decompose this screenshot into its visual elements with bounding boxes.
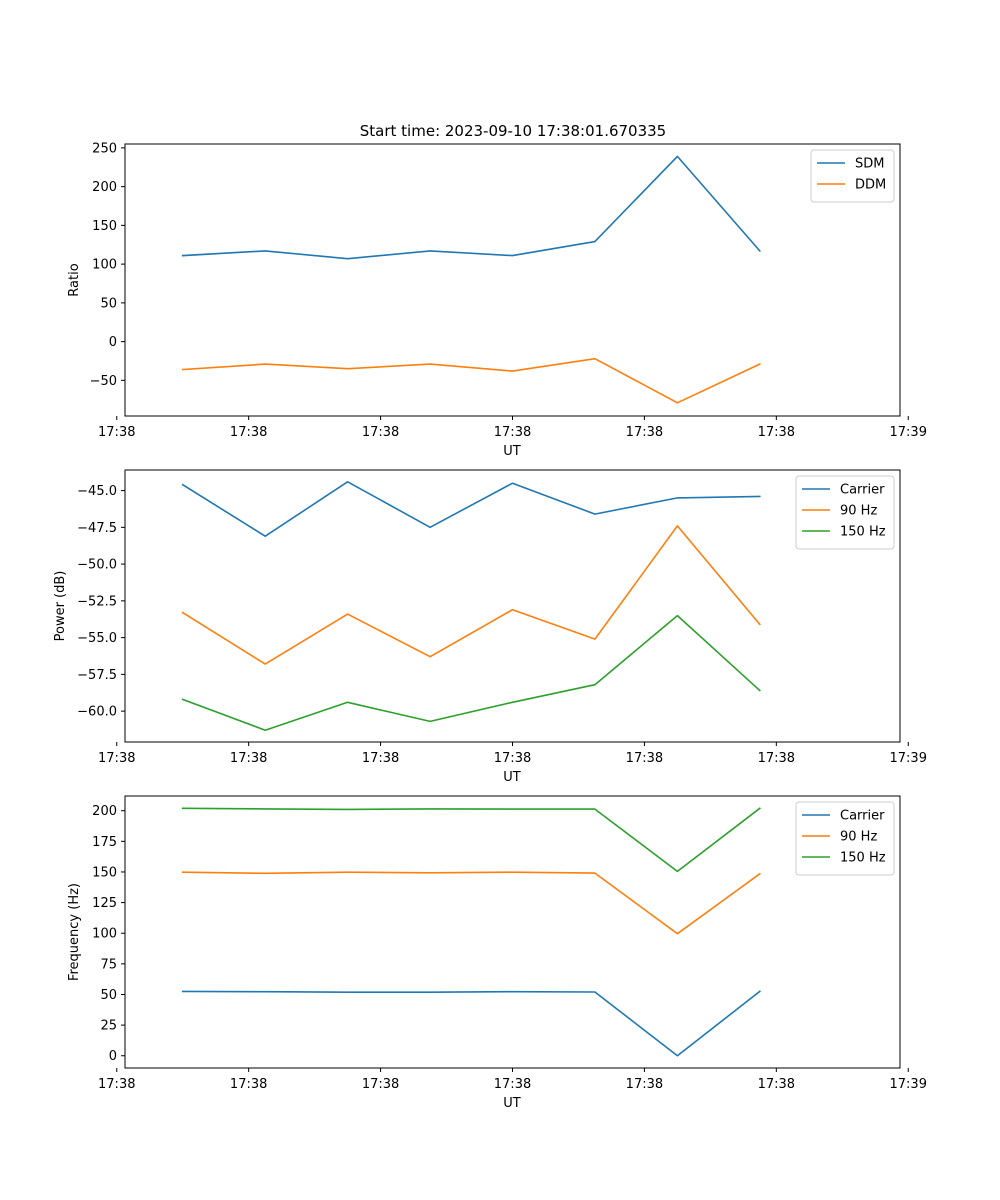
series-line-carrier bbox=[181, 480, 761, 538]
x-tick-label: 17:38 bbox=[626, 1077, 663, 1092]
y-tick-label: 150 bbox=[92, 219, 117, 234]
y-tick-label: 125 bbox=[92, 896, 117, 911]
legend-label: Carrier bbox=[840, 483, 885, 498]
x-tick-label: 17:38 bbox=[494, 751, 531, 766]
y-tick-label: 0 bbox=[109, 335, 117, 350]
x-tick-label: 17:39 bbox=[890, 425, 927, 440]
subplot-1: −50 0 50 100 150 200 250 17:38 17:38 17:38 17:38 17… bbox=[67, 141, 927, 459]
y-tick-label: −57.5 bbox=[77, 668, 117, 683]
legend-label: 150 Hz bbox=[840, 525, 886, 540]
x-tick-label: 17:38 bbox=[758, 1077, 795, 1092]
x-axis-label: UT bbox=[503, 1096, 521, 1111]
x-tick-label: 17:38 bbox=[98, 425, 135, 440]
y-tick-label: 250 bbox=[92, 141, 117, 156]
x-tick-label: 17:38 bbox=[758, 751, 795, 766]
y-tick-label: 200 bbox=[92, 180, 117, 195]
x-tick-label: 17:38 bbox=[494, 1077, 531, 1092]
series-line-90-hz bbox=[181, 525, 761, 665]
series-line-carrier bbox=[181, 990, 761, 1057]
legend-label: 90 Hz bbox=[840, 504, 877, 519]
legend-label: 90 Hz bbox=[840, 830, 877, 845]
y-tick-label: −50.0 bbox=[77, 558, 117, 573]
x-tick-label: 17:38 bbox=[362, 1077, 399, 1092]
x-tick-label: 17:39 bbox=[890, 1077, 927, 1092]
x-tick-label: 17:38 bbox=[362, 425, 399, 440]
legend: Carrier 90 Hz 150 Hz bbox=[795, 475, 895, 550]
series-line-sdm bbox=[181, 155, 761, 260]
y-tick-label: −52.5 bbox=[77, 594, 117, 609]
y-tick-label: −47.5 bbox=[77, 521, 117, 536]
x-axis-label: UT bbox=[503, 770, 521, 785]
legend-label: DDM bbox=[855, 178, 886, 193]
x-tick-label: 17:38 bbox=[230, 751, 267, 766]
y-tick-label: 100 bbox=[92, 927, 117, 942]
legend-label: SDM bbox=[855, 157, 884, 172]
x-tick-label: 17:38 bbox=[626, 425, 663, 440]
legend: SDM DDM bbox=[810, 149, 895, 203]
x-axis-label: UT bbox=[503, 444, 521, 459]
y-axis-label: Frequency (Hz) bbox=[67, 883, 82, 981]
y-axis-label: Ratio bbox=[67, 263, 82, 296]
y-tick-label: 75 bbox=[100, 957, 117, 972]
y-tick-label: 50 bbox=[100, 296, 117, 311]
subplot-3: 0 25 50 75 100 125 150 175 200 17:38 17:38 17:38 17:… bbox=[67, 795, 927, 1111]
x-tick-label: 17:38 bbox=[758, 425, 795, 440]
series-line-150-hz bbox=[181, 807, 761, 873]
y-tick-label: 200 bbox=[92, 804, 117, 819]
y-tick-label: 175 bbox=[92, 835, 117, 850]
y-tick-label: 100 bbox=[92, 258, 117, 273]
figure-title: Start time: 2023-09-10 17:38:01.670335 bbox=[360, 122, 666, 140]
y-tick-label: −55.0 bbox=[77, 631, 117, 646]
x-tick-label: 17:38 bbox=[494, 425, 531, 440]
y-tick-label: −60.0 bbox=[77, 705, 117, 720]
series-line-150-hz bbox=[181, 614, 761, 732]
y-tick-label: −50 bbox=[90, 374, 117, 389]
y-tick-label: −45.0 bbox=[77, 484, 117, 499]
series-line-90-hz bbox=[181, 871, 761, 935]
x-tick-label: 17:38 bbox=[626, 751, 663, 766]
series-line-ddm bbox=[181, 357, 761, 404]
x-tick-label: 17:38 bbox=[98, 1077, 135, 1092]
x-tick-label: 17:38 bbox=[230, 425, 267, 440]
subplot-2: −60.0 −57.5 −55.0 −52.5 −50.0 −47.5 −45.0 17:38… bbox=[53, 469, 927, 785]
y-tick-label: 25 bbox=[100, 1019, 117, 1034]
x-tick-label: 17:38 bbox=[362, 751, 399, 766]
y-tick-label: 0 bbox=[109, 1049, 117, 1064]
x-tick-label: 17:38 bbox=[230, 1077, 267, 1092]
y-tick-label: 150 bbox=[92, 865, 117, 880]
legend-label: Carrier bbox=[840, 809, 885, 824]
legend: Carrier 90 Hz 150 Hz bbox=[795, 801, 895, 876]
legend-label: 150 Hz bbox=[840, 851, 886, 866]
y-axis-label: Power (dB) bbox=[53, 571, 68, 642]
x-tick-label: 17:38 bbox=[98, 751, 135, 766]
y-tick-label: 50 bbox=[100, 988, 117, 1003]
x-tick-label: 17:39 bbox=[890, 751, 927, 766]
